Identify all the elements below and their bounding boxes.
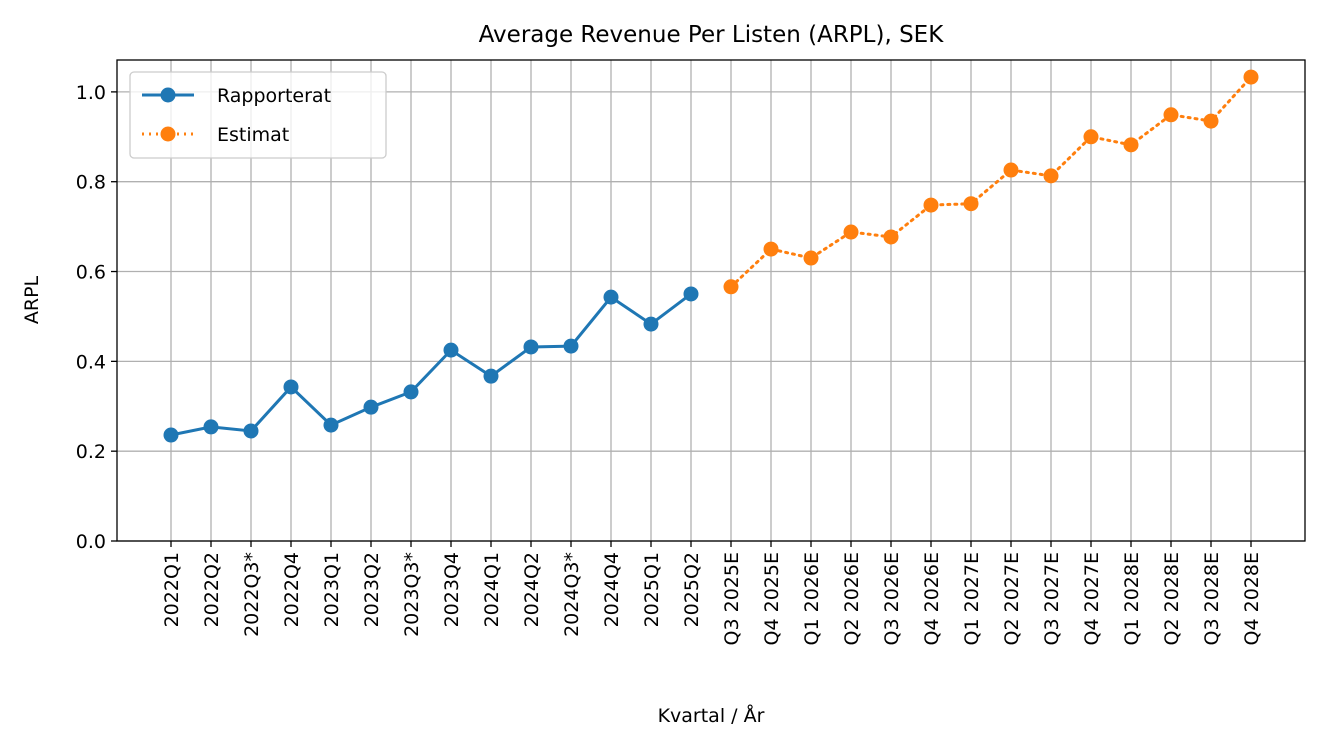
- data-point: [243, 423, 259, 439]
- x-tick-label: Q1 2026E: [801, 552, 823, 645]
- x-tick-label: 2022Q1: [161, 552, 183, 627]
- data-point: [523, 339, 539, 355]
- x-tick-label: 2024Q4: [601, 552, 623, 627]
- x-axis-label: Kvartal / År: [658, 704, 765, 727]
- x-tick-label: Q4 2026E: [921, 552, 943, 645]
- x-tick-label: Q4 2025E: [761, 552, 783, 645]
- x-tick-label: Q2 2027E: [1001, 552, 1023, 645]
- x-tick-label: Q1 2027E: [961, 552, 983, 645]
- x-tick-label: 2022Q3*: [241, 552, 263, 637]
- x-tick-label: Q3 2026E: [881, 552, 903, 645]
- x-tick-label: Q4 2027E: [1081, 552, 1103, 645]
- data-point: [563, 338, 579, 354]
- data-point: [643, 316, 659, 332]
- x-tick-label: Q4 2028E: [1241, 552, 1263, 645]
- y-tick-label: 0.8: [76, 172, 106, 194]
- x-tick-label: 2024Q1: [481, 552, 503, 627]
- data-point: [323, 417, 339, 433]
- x-tick-label: 2022Q4: [281, 552, 303, 627]
- legend-label: Rapporterat: [217, 85, 331, 107]
- data-point: [1243, 69, 1259, 85]
- data-point: [843, 224, 859, 240]
- data-point: [363, 399, 379, 415]
- x-tick-label: 2024Q2: [521, 552, 543, 627]
- y-tick-label: 1.0: [76, 82, 106, 104]
- data-point: [403, 384, 419, 400]
- data-point: [1163, 107, 1179, 123]
- data-point: [683, 286, 699, 302]
- x-tick-label: Q1 2028E: [1121, 552, 1143, 645]
- data-point: [443, 342, 459, 358]
- data-point: [963, 196, 979, 212]
- data-point: [723, 279, 739, 295]
- x-tick-label: 2023Q4: [441, 552, 463, 627]
- data-point: [1043, 168, 1059, 184]
- y-tick-label: 0.6: [76, 262, 106, 284]
- x-tick-label: 2023Q1: [321, 552, 343, 627]
- x-tick-label: Q2 2028E: [1161, 552, 1183, 645]
- data-point: [923, 197, 939, 213]
- data-point: [1203, 113, 1219, 129]
- x-tick-label: 2025Q1: [641, 552, 663, 627]
- x-tick-label: Q3 2028E: [1201, 552, 1223, 645]
- legend: Rapporterat Estimat: [129, 71, 387, 159]
- x-tick-label: 2024Q3*: [561, 552, 583, 637]
- x-tick-label: 2025Q2: [681, 552, 703, 627]
- chart-title: Average Revenue Per Listen (ARPL), SEK: [479, 22, 945, 48]
- x-tick-label: Q2 2026E: [841, 552, 863, 645]
- data-point: [283, 379, 299, 395]
- data-point: [763, 241, 779, 257]
- data-point: [803, 250, 819, 266]
- series-line: [729, 75, 1253, 289]
- plot-frame: [116, 59, 1306, 542]
- y-tick-label: 0.0: [76, 531, 106, 553]
- legend-marker: [160, 126, 176, 142]
- data-point: [163, 427, 179, 443]
- data-point: [203, 419, 219, 435]
- data-point: [883, 229, 899, 245]
- y-tick-label: 0.4: [76, 351, 106, 373]
- data-point: [1123, 137, 1139, 153]
- x-tick-label: 2022Q2: [201, 552, 223, 627]
- y-axis-label: ARPL: [21, 275, 43, 324]
- x-tick-label: Q3 2027E: [1041, 552, 1063, 645]
- data-point: [1003, 162, 1019, 178]
- x-tick-label: 2023Q2: [361, 552, 383, 627]
- x-tick-label: 2023Q3*: [401, 552, 423, 637]
- legend-label: Estimat: [217, 124, 289, 146]
- data-point: [1083, 129, 1099, 145]
- data-point: [603, 289, 619, 305]
- legend-marker: [160, 87, 176, 103]
- data-point: [483, 368, 499, 384]
- series-line: [170, 292, 692, 437]
- y-tick-label: 0.2: [76, 441, 106, 463]
- x-tick-label: Q3 2025E: [721, 552, 743, 645]
